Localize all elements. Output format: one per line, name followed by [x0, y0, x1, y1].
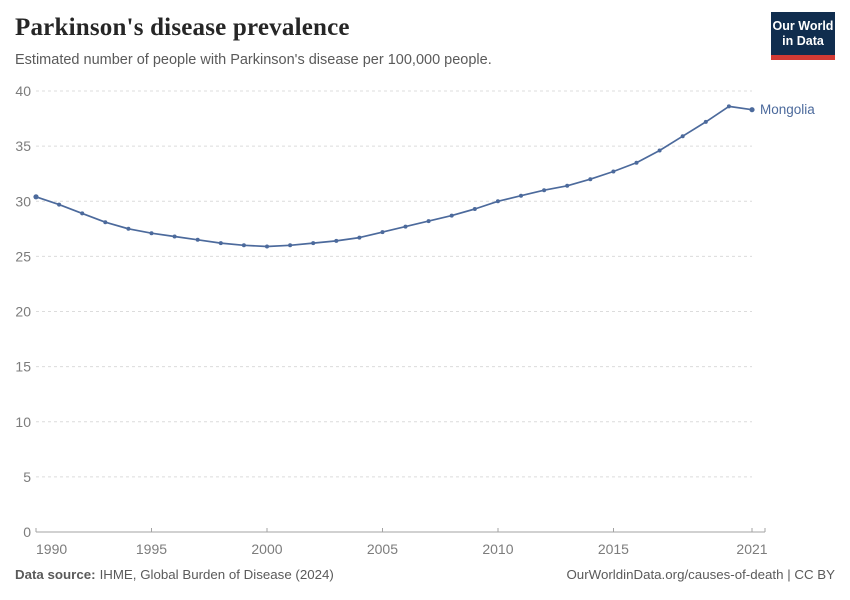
x-tick-label-2015: 2015 [598, 541, 629, 557]
data-point-2018 [680, 134, 685, 139]
data-point-2015 [611, 169, 616, 174]
data-point-2011 [519, 193, 523, 198]
data-point-1997 [195, 237, 200, 242]
data-point-1994 [126, 226, 131, 231]
data-source: Data source: IHME, Global Burden of Disea… [15, 567, 334, 582]
data-point-1990 [33, 194, 39, 200]
chart-footer: Data source: IHME, Global Burden of Disea… [15, 567, 835, 582]
x-tick-label-2000: 2000 [251, 541, 282, 557]
data-point-2013 [565, 183, 570, 188]
x-tick-label-1990: 1990 [36, 541, 67, 557]
owid-url-link[interactable]: OurWorldinData.org/causes-of-death [566, 567, 784, 582]
data-point-2008 [449, 213, 454, 218]
data-point-2004 [357, 235, 362, 240]
y-tick-label-10: 10 [15, 414, 31, 430]
data-point-2010 [495, 199, 500, 204]
data-point-2021 [749, 107, 755, 113]
data-point-1991 [57, 202, 62, 207]
data-point-1993 [103, 220, 108, 225]
data-point-2000 [265, 244, 269, 249]
y-tick-label-20: 20 [15, 304, 31, 320]
data-point-2002 [311, 241, 316, 246]
data-point-1995 [149, 231, 154, 236]
y-tick-label-5: 5 [23, 469, 31, 485]
trend-line-mongolia [35, 105, 753, 248]
data-point-1992 [80, 211, 85, 216]
data-point-2020 [726, 104, 731, 109]
data-point-2006 [403, 224, 408, 229]
line-chart: 0 5 10 15 20 25 30 35 40 1990 1995 2000 2005 2010 2015… [15, 83, 815, 557]
y-tick-label-15: 15 [15, 359, 31, 375]
chart-subtitle: Estimated number of people with Parkinso… [15, 52, 492, 68]
data-point-2003 [334, 238, 339, 243]
y-tick-label-0: 0 [23, 524, 31, 540]
x-tick-label-2021: 2021 [736, 541, 767, 557]
data-point-2014 [588, 177, 593, 182]
data-point-1996 [172, 234, 177, 239]
y-tick-label-40: 40 [15, 83, 31, 99]
title-block: Parkinson's disease prevalence Estimated… [15, 12, 492, 68]
license-text: | CC BY [783, 567, 835, 582]
data-source-text: IHME, Global Burden of Disease (2024) [99, 567, 334, 582]
x-tick-label-1995: 1995 [136, 541, 167, 557]
data-point-2019 [703, 119, 708, 124]
y-tick-label-35: 35 [15, 138, 31, 154]
attribution: OurWorldinData.org/causes-of-death | CC … [566, 567, 835, 582]
owid-logo-line2: in Data [782, 34, 824, 48]
data-point-2016 [634, 160, 639, 165]
owid-logo[interactable]: Our World in Data [771, 12, 835, 60]
data-point-2009 [472, 207, 477, 211]
data-point-1999 [241, 243, 246, 248]
y-tick-label-30: 30 [15, 193, 31, 209]
data-point-2012 [542, 188, 547, 193]
data-point-2005 [380, 230, 385, 235]
data-point-1998 [218, 241, 223, 246]
x-tick-label-2005: 2005 [367, 541, 398, 557]
owid-logo-line1: Our World [772, 19, 834, 33]
x-tick-label-2010: 2010 [482, 541, 513, 557]
data-point-2001 [288, 243, 293, 248]
data-point-2017 [657, 148, 662, 153]
chart-header: Parkinson's disease prevalence Estimated… [15, 12, 835, 68]
entity-label[interactable]: Mongolia [760, 102, 815, 117]
y-tick-label-25: 25 [15, 248, 31, 264]
page-title: Parkinson's disease prevalence [15, 14, 350, 41]
data-source-label: Data source: [15, 567, 96, 582]
data-point-2007 [426, 219, 431, 224]
